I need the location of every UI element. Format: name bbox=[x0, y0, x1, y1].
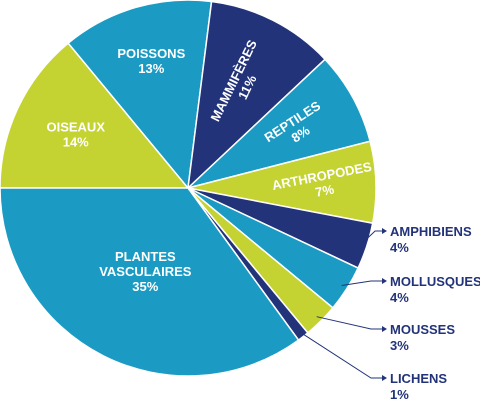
arrow-mousses bbox=[382, 326, 387, 332]
label-value-oiseaux: 14% bbox=[63, 135, 89, 150]
label-value-mollusques: 4% bbox=[390, 290, 409, 305]
slice-plantes-vasculaires bbox=[0, 187, 300, 377]
leader-amphibiens bbox=[360, 230, 383, 245]
label-name-lichens: LICHENS bbox=[390, 371, 447, 386]
pie-slices bbox=[0, 0, 377, 377]
leader-mousses bbox=[316, 316, 383, 330]
slice-mammiferes bbox=[186, 0, 327, 190]
label-value-amphibiens: 4% bbox=[390, 240, 409, 255]
slice-poissons bbox=[67, 0, 213, 190]
label-poissons: POISSONS 13% bbox=[117, 46, 185, 76]
label-name-oiseaux: OISEAUX bbox=[46, 120, 105, 135]
slice-reptiles bbox=[187, 58, 372, 189]
label-name-poissons: POISSONS bbox=[117, 46, 185, 61]
slice-oiseaux bbox=[0, 42, 190, 189]
label-value-plantes-vasculaires: 35% bbox=[132, 279, 158, 294]
label-value-poissons: 13% bbox=[138, 61, 164, 76]
leader-lichens bbox=[299, 331, 383, 379]
label-plantes-vasculaires: PLANTES VASCULAIRES 35% bbox=[99, 249, 192, 294]
arrow-mollusques bbox=[382, 278, 387, 284]
arrow-lichens bbox=[382, 375, 387, 381]
label-name-plantes-vasculaires: PLANTES bbox=[115, 249, 176, 264]
label-name-plantes-vasculaires: VASCULAIRES bbox=[99, 264, 192, 279]
label-value-mousses: 3% bbox=[390, 338, 409, 353]
label-oiseaux: OISEAUX 14% bbox=[46, 120, 105, 150]
label-name-amphibiens: AMPHIBIENS bbox=[390, 224, 472, 239]
label-name-mousses: MOUSSES bbox=[390, 322, 455, 337]
label-value-lichens: 1% bbox=[390, 387, 409, 400]
label-value-arthropodes: 7% bbox=[314, 181, 336, 199]
leader-mollusques bbox=[341, 280, 383, 287]
arrow-amphibiens bbox=[382, 228, 387, 234]
label-name-mollusques: MOLLUSQUES bbox=[390, 274, 480, 289]
